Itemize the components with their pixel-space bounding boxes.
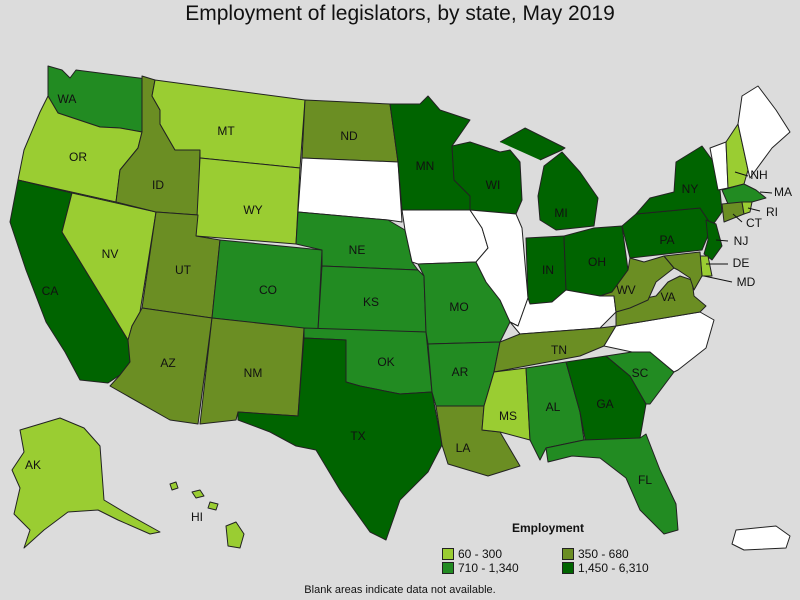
- state-hi[interactable]: [169, 481, 245, 549]
- state-sd[interactable]: [297, 157, 403, 223]
- state-label-ak: AK: [25, 458, 41, 472]
- legend-label-3: 710 - 1,340: [458, 561, 519, 575]
- state-label-wi: WI: [486, 178, 501, 192]
- state-label-al: AL: [546, 400, 561, 414]
- state-label-mi: MI: [554, 206, 567, 220]
- state-me[interactable]: [737, 85, 791, 179]
- no-data-note: Blank areas indicate data not available.: [304, 584, 496, 596]
- state-label-la: LA: [456, 441, 471, 455]
- state-label-fl: FL: [638, 473, 652, 487]
- state-label-ga: GA: [596, 397, 613, 411]
- state-label-md: MD: [737, 275, 756, 289]
- state-label-sc: SC: [632, 366, 649, 380]
- state-ct[interactable]: [721, 201, 745, 223]
- legend-item-bin-4: 1,450 - 6,310: [562, 561, 649, 575]
- state-label-ne: NE: [349, 243, 366, 257]
- state-label-id: ID: [152, 178, 164, 192]
- state-md[interactable]: [663, 251, 703, 291]
- legend-title: Employment: [512, 521, 585, 535]
- state-tx[interactable]: [237, 337, 443, 541]
- legend-label-2: 350 - 680: [578, 547, 629, 561]
- state-ri[interactable]: [741, 201, 753, 215]
- state-mi[interactable]: [499, 127, 599, 231]
- state-label-nm: NM: [244, 366, 263, 380]
- state-label-tx: TX: [350, 429, 365, 443]
- state-label-nj: NJ: [734, 234, 749, 248]
- state-wi[interactable]: [451, 141, 523, 215]
- leader-nj: [715, 239, 729, 242]
- state-label-ms: MS: [499, 409, 517, 423]
- state-label-ks: KS: [363, 295, 379, 309]
- leader-ma: [759, 191, 773, 194]
- state-label-oh: OH: [588, 255, 606, 269]
- legend-swatch-3: [442, 562, 454, 574]
- legend-item-bin-3: 710 - 1,340: [442, 561, 519, 575]
- leader-ri: [747, 207, 761, 212]
- state-label-nd: ND: [340, 129, 358, 143]
- state-label-ct: CT: [746, 216, 763, 230]
- state-label-de: DE: [733, 256, 750, 270]
- state-label-in: IN: [542, 263, 554, 277]
- leader-md: [703, 275, 733, 283]
- state-mt[interactable]: [151, 79, 306, 169]
- state-label-co: CO: [259, 283, 277, 297]
- map-title: Employment of legislators, by state, May…: [185, 2, 615, 25]
- state-label-ca: CA: [42, 284, 59, 298]
- state-az[interactable]: [109, 307, 213, 425]
- state-fl[interactable]: [545, 433, 679, 535]
- state-label-ok: OK: [377, 355, 394, 369]
- state-nh[interactable]: [725, 123, 749, 189]
- legend-swatch-2: [562, 548, 574, 560]
- state-label-wy: WY: [243, 203, 262, 217]
- state-label-ut: UT: [175, 263, 192, 277]
- state-label-mn: MN: [416, 159, 435, 173]
- state-wy[interactable]: [195, 157, 301, 245]
- state-label-tn: TN: [551, 343, 567, 357]
- leader-nh: [734, 171, 749, 177]
- state-label-nh: NH: [750, 168, 767, 182]
- state-label-ri: RI: [766, 205, 778, 219]
- state-label-hi: HI: [191, 510, 203, 524]
- state-ny[interactable]: [635, 145, 723, 227]
- legend-label-1: 60 - 300: [458, 547, 503, 561]
- state-nj[interactable]: [703, 219, 723, 261]
- state-label-wv: WV: [616, 283, 635, 297]
- state-pr[interactable]: [731, 525, 791, 551]
- legend-item-bin-1: 60 - 300: [442, 547, 502, 561]
- legend-item-bin-2: 350 - 680: [562, 547, 629, 561]
- state-nc[interactable]: [603, 311, 715, 373]
- leader-ct: [732, 213, 743, 223]
- legend-swatch-4: [562, 562, 574, 574]
- state-label-mt: MT: [217, 124, 235, 138]
- state-label-ny: NY: [682, 182, 699, 196]
- state-label-ar: AR: [452, 365, 469, 379]
- state-il[interactable]: [469, 209, 529, 327]
- state-label-mo: MO: [449, 300, 468, 314]
- state-label-nv: NV: [102, 247, 119, 261]
- state-label-ma: MA: [774, 185, 792, 199]
- legend-label-4: 1,450 - 6,310: [578, 561, 649, 575]
- state-label-pa: PA: [659, 233, 674, 247]
- state-label-va: VA: [660, 290, 675, 304]
- state-label-or: OR: [69, 150, 87, 164]
- legend-swatch-1: [442, 548, 454, 560]
- state-ak[interactable]: [11, 417, 161, 549]
- state-label-az: AZ: [160, 356, 175, 370]
- state-label-wa: WA: [58, 92, 77, 106]
